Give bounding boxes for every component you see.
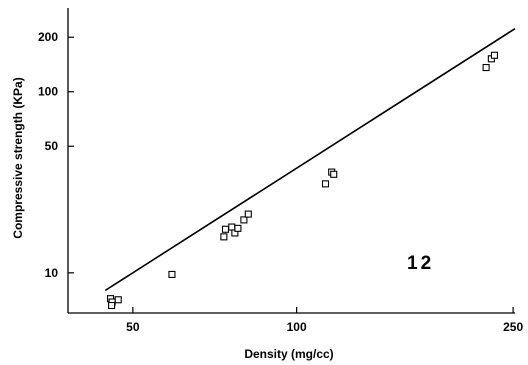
- data-point: [221, 225, 230, 233]
- panel-label: 12: [407, 253, 434, 274]
- y-tick-label: 50: [45, 139, 59, 153]
- x-ticks: 50 100 250: [126, 307, 523, 334]
- data-point: [114, 296, 122, 304]
- y-tick-label: 200: [38, 30, 58, 44]
- data-point: [490, 51, 498, 59]
- points-layer: [107, 51, 498, 310]
- x-axis-title: Density (mg/cc): [244, 347, 333, 361]
- data-point: [168, 270, 176, 278]
- x-tick-label: 50: [126, 320, 140, 334]
- data-point: [108, 301, 116, 310]
- data-point: [228, 223, 236, 231]
- y-ticks: 10 50 100 200: [38, 30, 74, 280]
- data-point: [321, 180, 330, 188]
- x-tick-label: 250: [503, 320, 523, 334]
- data-point: [482, 64, 490, 72]
- plot-frame: [67, 8, 515, 314]
- data-point: [240, 216, 248, 224]
- y-tick-label: 10: [45, 266, 59, 280]
- data-point: [220, 233, 228, 241]
- y-axis-title: Compressive strength (KPa): [11, 77, 25, 238]
- y-tick-label: 100: [38, 85, 58, 99]
- x-tick-label: 100: [287, 320, 307, 334]
- fit-line: [104, 27, 516, 292]
- data-point: [330, 170, 338, 178]
- data-point: [244, 210, 252, 218]
- trend-layer: [104, 27, 516, 292]
- data-point: [234, 224, 242, 232]
